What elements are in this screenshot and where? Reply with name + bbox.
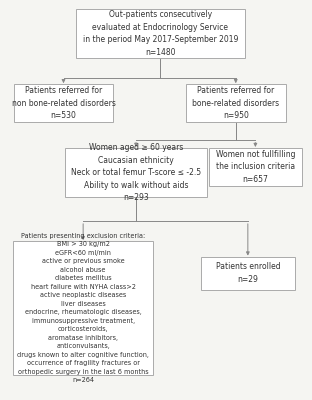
Text: Women not fullfilling
the inclusion criteria
n=657: Women not fullfilling the inclusion crit… <box>216 150 295 184</box>
FancyBboxPatch shape <box>76 9 245 58</box>
FancyBboxPatch shape <box>208 148 302 186</box>
FancyBboxPatch shape <box>13 241 154 375</box>
Text: Patients presenting exclusion criteria:
BMI > 30 kg/m2
eGFR<60 ml/min
active or : Patients presenting exclusion criteria: … <box>17 233 149 383</box>
FancyBboxPatch shape <box>65 148 207 198</box>
FancyBboxPatch shape <box>14 84 113 122</box>
Text: Out-patients consecutively
evaluated at Endocrinology Service
in the period May : Out-patients consecutively evaluated at … <box>82 10 238 57</box>
Text: Patients referred for
non bone-related disorders
n=530: Patients referred for non bone-related d… <box>12 86 115 120</box>
Text: Patients referred for
bone-related disorders
n=950: Patients referred for bone-related disor… <box>192 86 279 120</box>
FancyBboxPatch shape <box>186 84 285 122</box>
Text: Women aged ≥ 60 years
Caucasian ethnicity
Neck or total femur T-score ≤ -2.5
Abi: Women aged ≥ 60 years Caucasian ethnicit… <box>71 143 201 202</box>
Text: Patients enrolled
n=29: Patients enrolled n=29 <box>216 262 280 284</box>
FancyBboxPatch shape <box>201 257 295 290</box>
